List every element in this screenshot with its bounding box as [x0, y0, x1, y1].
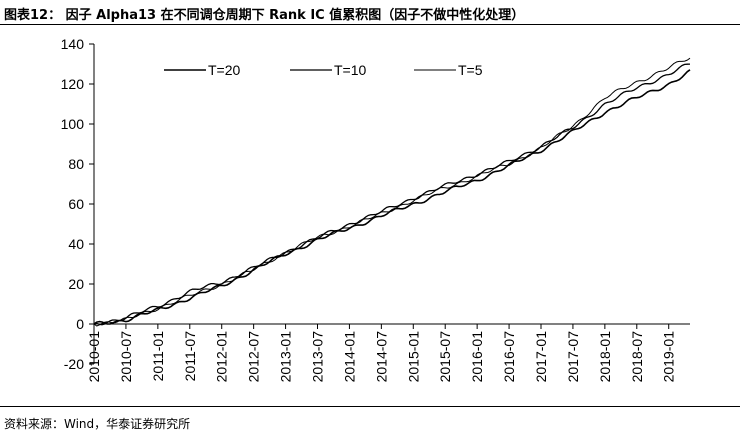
y-tick-label: 120: [61, 76, 85, 92]
x-tick-label: 2011-07: [182, 331, 198, 382]
y-tick-label: 20: [68, 276, 84, 292]
x-tick-label: 2012-07: [246, 331, 262, 383]
y-tick-label: 140: [61, 36, 85, 52]
line-chart: -20 0 20 40 60 80 100 120 140 2010-01 2010-07 2011…: [61, 36, 691, 383]
series-line-t5: [93, 57, 691, 327]
y-tick-label: -20: [64, 356, 84, 372]
y-tick-label: 100: [61, 116, 85, 132]
figure-header: 图表12： 因子 Alpha13 在不同调仓周期下 Rank IC 值累积图（因…: [0, 0, 748, 26]
source-note: 资料来源：Wind，华泰证券研究所: [4, 417, 191, 431]
x-tick-label: 2014-07: [373, 331, 389, 383]
x-tick-label: 2013-07: [310, 331, 326, 383]
x-tick-label: 2019-01: [661, 331, 677, 383]
y-tick-label: 0: [76, 316, 84, 332]
x-tick-label: 2014-01: [341, 331, 357, 383]
footer-rule: [0, 406, 740, 407]
legend-label: T=5: [458, 62, 483, 78]
x-tick-label: 2016-07: [501, 331, 517, 383]
series-line-t10: [93, 63, 691, 326]
legend-label: T=20: [208, 62, 241, 78]
x-tick-label: 2017-07: [565, 331, 581, 383]
x-tick-label: 2010-01: [86, 331, 102, 383]
legend: T=20 T=10 T=5: [164, 62, 483, 78]
x-tick-label: 2018-01: [597, 331, 613, 383]
x-tick-label: 2017-01: [533, 331, 549, 383]
y-tick-label: 40: [68, 236, 84, 252]
x-tick-label: 2018-07: [629, 331, 645, 383]
x-tick-label: 2013-01: [278, 331, 294, 383]
figure-title: 图表12： 因子 Alpha13 在不同调仓周期下 Rank IC 值累积图（因…: [4, 8, 525, 23]
figure-footer: 资料来源：Wind，华泰证券研究所: [0, 398, 748, 441]
header-rule: [0, 24, 740, 25]
x-tick-label: 2010-07: [118, 331, 134, 383]
series-layer: [93, 57, 691, 327]
x-tick-label: 2011-01: [150, 331, 166, 382]
x-tick-label: 2012-01: [214, 331, 230, 383]
y-tick-label: 60: [68, 196, 84, 212]
x-axis: 2010-01 2010-07 2011-01 2011-07 2012-01 2012-…: [86, 323, 690, 383]
y-tick-label: 80: [68, 156, 84, 172]
legend-label: T=10: [334, 62, 367, 78]
x-tick-label: 2016-01: [469, 331, 485, 383]
series-line-t20: [93, 69, 691, 325]
y-axis: -20 0 20 40 60 80 100 120 140: [61, 36, 95, 372]
x-tick-label: 2015-07: [437, 331, 453, 383]
x-tick-label: 2015-01: [405, 331, 421, 383]
